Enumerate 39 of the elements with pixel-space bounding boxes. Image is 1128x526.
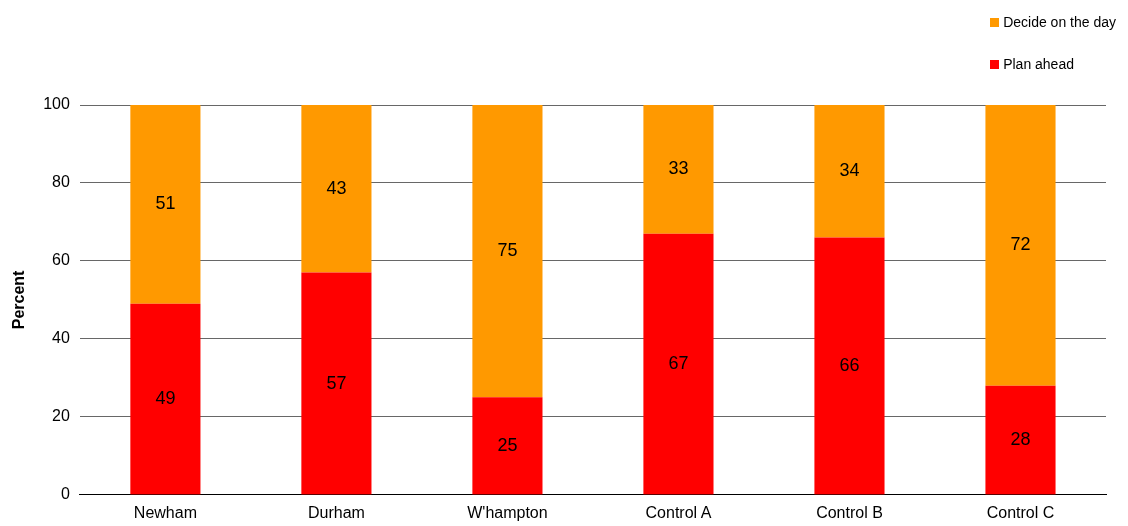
y-tick-label: 0 bbox=[60, 485, 70, 503]
data-label: 66 bbox=[839, 354, 860, 375]
data-label: 43 bbox=[326, 177, 347, 198]
x-tick-label: W'hampton bbox=[467, 503, 548, 521]
bar bbox=[814, 105, 885, 238]
data-label: 28 bbox=[1010, 429, 1031, 450]
bar bbox=[814, 237, 885, 495]
data-label: 34 bbox=[839, 160, 860, 181]
legend-label: Decide on the day bbox=[1003, 14, 1116, 30]
bar bbox=[643, 105, 714, 234]
data-label: 67 bbox=[668, 353, 689, 374]
y-tick-label: 40 bbox=[52, 329, 70, 347]
bar bbox=[643, 233, 714, 495]
data-label: 75 bbox=[497, 240, 518, 261]
bar bbox=[301, 272, 372, 495]
data-label: 72 bbox=[1010, 234, 1031, 255]
bar bbox=[130, 303, 201, 495]
bar bbox=[301, 105, 372, 273]
x-tick-label: Control A bbox=[645, 503, 712, 521]
bar bbox=[472, 105, 543, 398]
bar bbox=[985, 385, 1056, 495]
data-label: 33 bbox=[668, 158, 689, 179]
y-axis-title: Percent bbox=[10, 269, 28, 330]
x-tick-label: Durham bbox=[307, 503, 365, 521]
x-tick-label: Control B bbox=[816, 503, 883, 521]
y-tick-label: 80 bbox=[52, 173, 70, 191]
x-tick-label: Control C bbox=[986, 503, 1055, 521]
y-tick-label: 60 bbox=[52, 251, 70, 269]
y-tick-label: 100 bbox=[43, 95, 70, 113]
data-label: 25 bbox=[497, 434, 518, 455]
y-tick-label: 20 bbox=[52, 407, 70, 425]
bar bbox=[472, 397, 543, 495]
data-label: 49 bbox=[155, 388, 176, 409]
legend-label: Plan ahead bbox=[1003, 56, 1074, 72]
bar bbox=[130, 105, 201, 304]
data-label: 51 bbox=[155, 193, 176, 214]
bar bbox=[985, 105, 1056, 386]
data-label: 57 bbox=[326, 372, 347, 393]
x-tick-label: Newham bbox=[133, 503, 197, 521]
